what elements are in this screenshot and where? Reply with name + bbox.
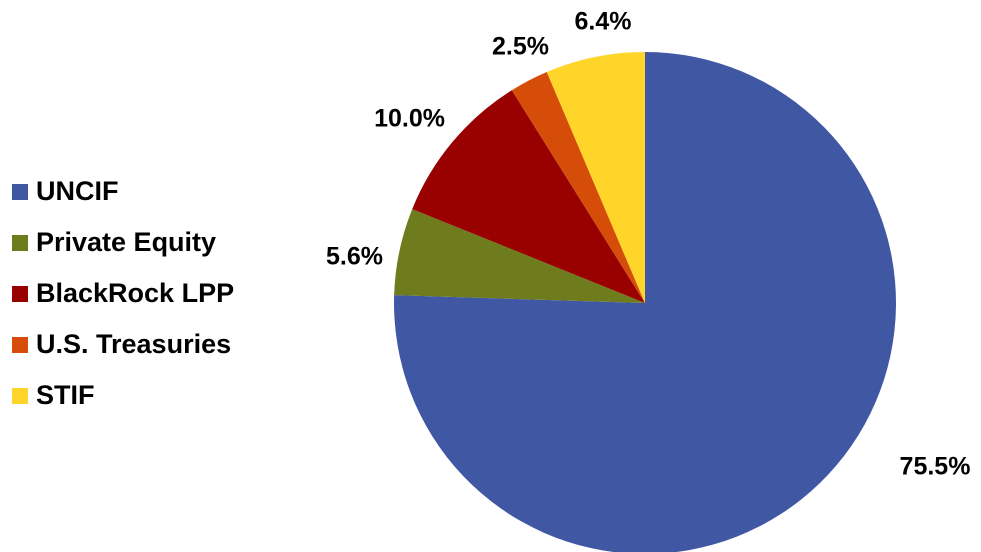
legend-label-stif: STIF	[36, 380, 95, 410]
pie-slice-stif	[546, 52, 645, 303]
pie-data-labels: 75.5% 5.6% 10.0% 2.5% 6.4%	[326, 8, 970, 481]
legend-item-us-treasuries: U.S. Treasuries	[12, 319, 234, 370]
legend-swatch-private-equity	[12, 234, 28, 251]
data-label-stif: 6.4%	[575, 8, 632, 36]
legend-item-private-equity: Private Equity	[12, 217, 234, 268]
data-label-blackrock-lpp: 10.0%	[374, 105, 445, 133]
pie-slices	[394, 52, 896, 552]
legend-item-blackrock-lpp: BlackRock LPP	[12, 268, 234, 319]
data-label-private-equity: 5.6%	[326, 243, 383, 271]
pie-slice-blackrock-lpp	[412, 90, 645, 303]
data-label-uncif: 75.5%	[900, 453, 971, 481]
pie-slice-private-equity	[394, 209, 645, 303]
legend-label-us-treasuries: U.S. Treasuries	[36, 329, 232, 359]
legend-item-uncif: UNCIF	[12, 166, 234, 217]
legend-label-uncif: UNCIF	[36, 176, 119, 206]
chart-legend: UNCIF Private Equity BlackRock LPP U.S. …	[12, 166, 234, 421]
legend-label-blackrock-lpp: BlackRock LPP	[36, 278, 235, 308]
legend-item-stif: STIF	[12, 370, 234, 421]
legend-swatch-uncif	[12, 183, 28, 200]
pie-slice-u-s-treasuries	[511, 72, 645, 303]
data-label-u-s-treasuries: 2.5%	[492, 33, 549, 61]
legend-swatch-us-treasuries	[12, 336, 28, 353]
legend-label-private-equity: Private Equity	[36, 227, 217, 257]
legend-swatch-blackrock-lpp	[12, 285, 28, 302]
legend-swatch-stif	[12, 387, 28, 404]
pie-slice-uncif	[394, 52, 896, 552]
